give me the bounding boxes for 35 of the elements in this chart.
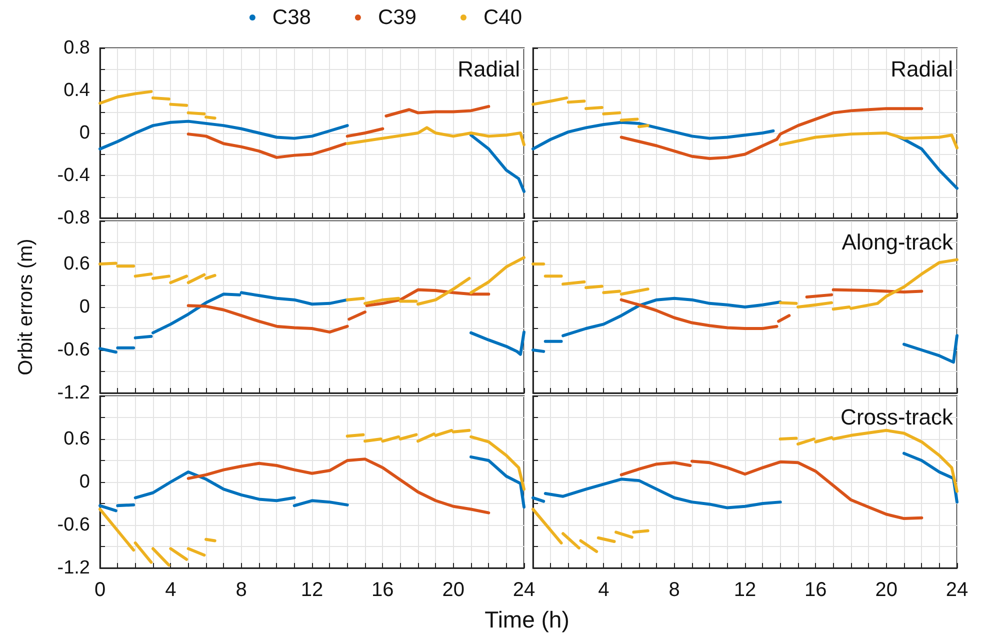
y-tick-label: 0.8 [64, 38, 90, 58]
x-tick-label: 16 [804, 579, 827, 601]
y-tick-label: 0 [79, 472, 90, 492]
annotation: Radial [458, 56, 520, 82]
annotation: Cross-track [840, 404, 954, 430]
y-tick-label: -1.2 [57, 558, 90, 578]
y-tick-label: 0.6 [64, 428, 90, 450]
legend-label: C39 [378, 6, 416, 29]
y-tick-label: -0.4 [57, 165, 90, 186]
x-tick-label: 20 [875, 579, 898, 601]
x-axis-title: Time (h) [484, 606, 570, 632]
x-tick-label: 8 [668, 579, 680, 601]
y-tick-label: -0.6 [57, 514, 90, 536]
x-tick-label: 20 [442, 579, 464, 601]
x-tick-label: 0 [94, 579, 106, 601]
annotation: Along-track [842, 230, 954, 254]
x-tick-label: 12 [300, 579, 324, 601]
y-tick-label: 0.4 [64, 80, 90, 101]
x-tick-label: 8 [236, 579, 247, 601]
y-tick-label: 0 [79, 122, 90, 144]
x-tick-label: 4 [598, 579, 610, 601]
y-axis-title: Orbit errors (m) [15, 238, 37, 376]
x-tick-label: 24 [946, 579, 968, 601]
y-tick-label: -1.2 [57, 382, 90, 404]
annotation: Radial [890, 56, 954, 82]
y-tick-label: -0.8 [57, 208, 90, 228]
x-tick-label: 16 [372, 579, 394, 601]
y-tick-label: 0.6 [64, 254, 90, 274]
y-tick-label: 0 [79, 296, 90, 318]
legend-label: C38 [272, 6, 311, 29]
x-tick-label: 24 [512, 579, 536, 601]
x-tick-label: 12 [734, 579, 756, 601]
legend-label: C40 [483, 6, 522, 29]
y-tick-label: -0.6 [57, 340, 90, 360]
x-tick-label: 4 [165, 579, 176, 601]
